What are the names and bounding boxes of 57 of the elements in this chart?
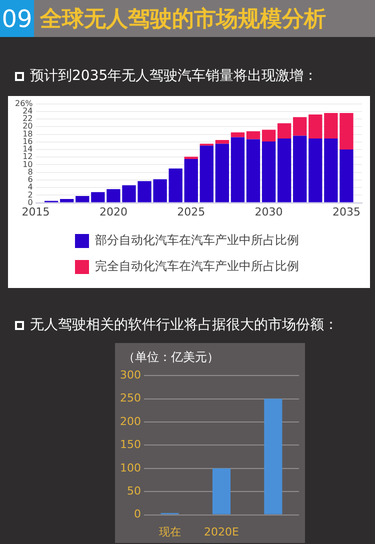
bar bbox=[212, 468, 231, 514]
bar bbox=[168, 168, 182, 202]
x-tick-label: 2035 bbox=[332, 205, 360, 218]
x-tick-label: 2015 bbox=[22, 205, 50, 218]
text: 09 bbox=[0, 0, 34, 37]
x-tick-label: 2030 bbox=[254, 205, 283, 218]
y-tick-label: 20 bbox=[22, 122, 33, 131]
bar bbox=[200, 146, 214, 202]
y-axis-title: （单位：亿美元） bbox=[122, 349, 220, 366]
bar bbox=[60, 198, 74, 202]
bar bbox=[215, 144, 230, 202]
y-tick-label: 8 bbox=[28, 167, 33, 176]
bar bbox=[184, 156, 198, 160]
y-tick-label: 24 bbox=[22, 106, 33, 116]
x-tick-label: 2020 bbox=[99, 205, 128, 218]
y-tick-label: 4 bbox=[28, 182, 33, 192]
y-tick-label: 150 bbox=[120, 438, 141, 452]
y-tick-label: 12 bbox=[22, 152, 33, 162]
y-tick-label: 200 bbox=[120, 414, 141, 428]
bar bbox=[262, 141, 276, 202]
y-tick-label: 0 bbox=[28, 198, 33, 207]
legend-label: 完全自动化汽车在汽车产业中所占比例 bbox=[95, 259, 299, 274]
x-tick-label: 2020E bbox=[204, 525, 240, 538]
bar bbox=[308, 114, 322, 138]
bar bbox=[184, 159, 198, 202]
y-tick-label: 14 bbox=[22, 144, 33, 154]
y-tick-label: 100 bbox=[120, 461, 141, 474]
bar bbox=[230, 137, 245, 202]
bar bbox=[277, 123, 292, 138]
y-tick-label: 0 bbox=[134, 508, 141, 521]
bar bbox=[293, 136, 307, 202]
y-tick-label: 6 bbox=[28, 175, 33, 184]
y-tick-label: 26% bbox=[15, 98, 34, 108]
chart-subtitle: 预计到2035年无人驾驶汽车销量将出现激增： bbox=[30, 67, 318, 85]
x-tick-label: 2025 bbox=[177, 205, 206, 218]
bar bbox=[230, 132, 245, 138]
bar bbox=[277, 138, 292, 202]
y-tick-label: 250 bbox=[120, 392, 141, 405]
bar bbox=[262, 130, 276, 142]
y-tick-label: 22 bbox=[22, 114, 33, 124]
y-tick-label: 300 bbox=[120, 368, 141, 382]
legend-label: 部分自动化汽车在汽车产业中所占比例 bbox=[95, 233, 299, 248]
y-tick-label: 10 bbox=[22, 160, 33, 169]
bar bbox=[264, 398, 282, 514]
y-tick-label: 50 bbox=[126, 484, 141, 498]
bar bbox=[246, 139, 260, 202]
chart-title: 无人驾驶相关的软件行业将占据很大的市场份额： bbox=[30, 316, 338, 334]
y-tick-label: 2 bbox=[28, 190, 33, 200]
bar bbox=[293, 117, 307, 136]
bar bbox=[308, 138, 322, 202]
y-tick-label: 18 bbox=[22, 129, 33, 138]
chart-title: 全球无人驾驶的市场规模分析 bbox=[38, 6, 326, 34]
bar bbox=[215, 140, 230, 144]
bar bbox=[76, 196, 90, 202]
x-tick-label: 现在 bbox=[158, 525, 181, 538]
y-tick-label: 16 bbox=[22, 136, 33, 146]
bar bbox=[246, 131, 260, 140]
